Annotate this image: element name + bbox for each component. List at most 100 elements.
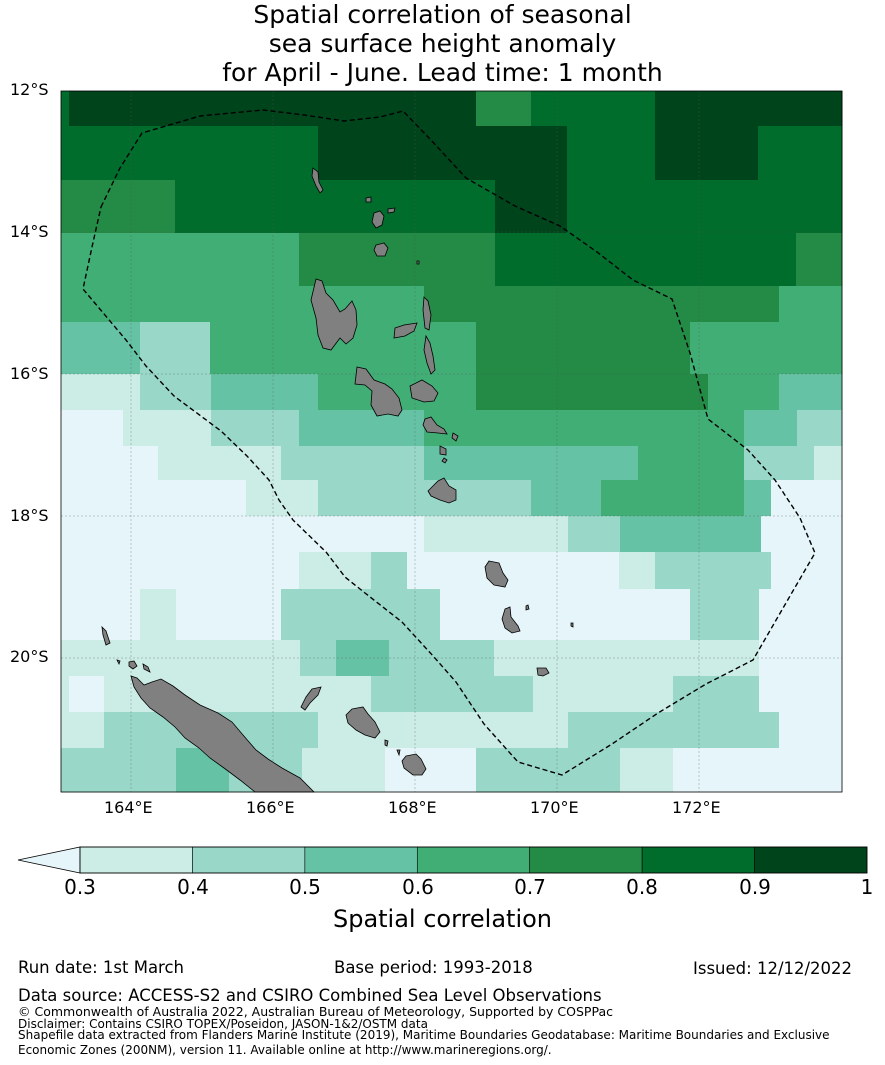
correlation-cell [797, 410, 843, 447]
lat-tick-label: 20°S [10, 647, 49, 666]
island-land [416, 260, 420, 265]
land-masses [101, 167, 574, 793]
eez-boundary [82, 109, 816, 776]
lat-tick-label: 14°S [10, 222, 49, 241]
island-land [396, 749, 401, 757]
correlation-cell [61, 126, 177, 181]
colorbar-extend-triangle [17, 846, 81, 874]
correlation-cell [495, 180, 568, 234]
island-land [439, 445, 447, 456]
island-land [525, 604, 530, 611]
island-land [128, 660, 138, 670]
correlation-cell [779, 374, 843, 411]
lat-tick-label: 12°S [10, 80, 49, 99]
base-period: Base period: 1993-2018 [334, 958, 533, 977]
colorbar-outline [79, 846, 868, 874]
colorbar-tick-label: 0.5 [289, 875, 321, 899]
shapefile-credit-line-2: Economic Zones (200NM), version 11. Avai… [18, 1043, 552, 1057]
correlation-cell [175, 180, 496, 234]
correlation-cell [61, 410, 124, 447]
disclaimer: Disclaimer: Contains CSIRO TOPEX/Poseido… [18, 1017, 428, 1031]
correlation-cell [531, 91, 656, 127]
lon-tick-label: 172°E [672, 798, 721, 817]
correlation-cell [533, 676, 674, 713]
correlation-cell [176, 126, 319, 181]
correlation-cell [814, 446, 843, 481]
correlation-cell [61, 180, 176, 234]
correlation-cell [771, 552, 843, 590]
island-land [310, 278, 358, 351]
island-land [387, 207, 396, 214]
correlation-cell [371, 676, 534, 713]
correlation-cell [61, 676, 70, 713]
correlation-cell [211, 374, 319, 411]
correlation-cell [476, 322, 691, 375]
correlation-cell [246, 480, 319, 517]
colorbar-segment [416, 846, 531, 874]
island-land [354, 366, 403, 417]
correlation-cell [424, 712, 569, 749]
colorbar-tick-label: 0.3 [64, 875, 96, 899]
colorbar-tick-label: 1 [860, 875, 874, 899]
island-land [484, 560, 509, 588]
island-land [409, 379, 439, 403]
island-land [345, 706, 381, 739]
correlation-cell [61, 374, 141, 411]
correlation-cell [601, 480, 745, 517]
correlation-cell [440, 589, 691, 641]
lon-tick-label: 164°E [104, 798, 153, 817]
correlation-cell [61, 286, 141, 323]
correlation-cell [495, 233, 797, 287]
correlation-cell [61, 640, 301, 677]
correlation-cell [176, 589, 282, 641]
correlation-cell [620, 374, 709, 411]
correlation-cell [425, 126, 568, 181]
correlation-cell [568, 516, 621, 553]
correlation-cell [655, 91, 843, 127]
island-land [371, 210, 385, 229]
correlation-cell [690, 322, 843, 375]
island-land [116, 659, 121, 666]
correlation-cell [140, 374, 212, 411]
correlation-cell [673, 676, 760, 713]
run-date: Run date: 1st March [18, 958, 184, 977]
correlation-cell [61, 233, 300, 287]
colorbar-segment [304, 846, 418, 874]
correlation-cell [771, 480, 843, 517]
correlation-cell [281, 446, 425, 481]
map-frame [60, 90, 843, 793]
colorbar-tick-label: 0.9 [739, 875, 771, 899]
correlation-cell [61, 516, 425, 553]
island-land [101, 625, 111, 646]
island-land [373, 242, 389, 257]
correlation-cell [61, 322, 141, 375]
island-land [451, 432, 459, 442]
correlation-cell [620, 516, 762, 553]
island-land [427, 477, 457, 504]
correlation-cell [514, 410, 603, 447]
island-land [393, 322, 418, 339]
correlation-cell [619, 552, 656, 590]
correlation-cell [708, 374, 780, 411]
correlation-cell [140, 322, 211, 375]
island-land [422, 416, 448, 435]
data-source: Data source: ACCESS-S2 and CSIRO Combine… [18, 986, 602, 1005]
island-land [311, 167, 324, 194]
correlation-field [61, 91, 843, 793]
graticule [61, 91, 842, 792]
correlation-cell [655, 552, 772, 590]
correlation-cell [424, 286, 780, 323]
correlation-cell [302, 748, 386, 793]
correlation-cell [568, 712, 780, 749]
correlation-cell [602, 410, 745, 447]
issued-date: Issued: 12/12/2022 [693, 959, 853, 978]
colorbar-tick-label: 0.6 [402, 875, 434, 899]
correlation-cell [140, 589, 177, 641]
lon-tick-label: 168°E [388, 798, 437, 817]
correlation-cell [424, 516, 569, 553]
correlation-cell [759, 640, 843, 677]
colorbar-segment [529, 846, 643, 874]
correlation-cell [69, 676, 105, 713]
island-land [570, 622, 574, 628]
correlation-cell [796, 233, 843, 287]
